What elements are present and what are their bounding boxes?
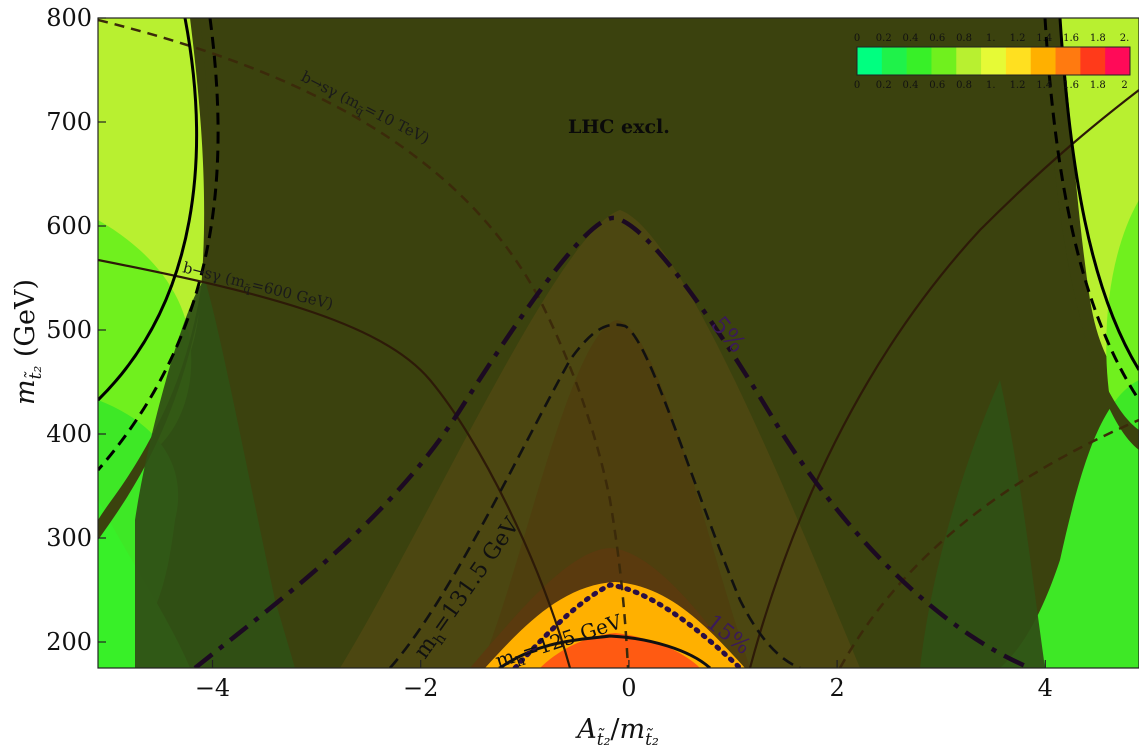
- y-tick-label: 700: [46, 108, 92, 136]
- colorbar-swatch: [1055, 47, 1081, 75]
- annotation-lhc-excl: LHC excl.: [568, 116, 670, 138]
- colorbar-tick-top: 1.6: [1063, 33, 1079, 44]
- x-tick-label: 0: [621, 674, 636, 702]
- y-axis: 200 300 400 500 600 700 800: [46, 4, 106, 656]
- plot-area: LHC excl. b→sγ (mq̃=10 TeV) b→sγ (mq̃=60…: [98, 18, 1139, 668]
- y-tick-label: 200: [46, 628, 92, 656]
- colorbar: 0 0.2 0.4 0.6 0.8 1. 1.2 1.4 1.6 1.8 2.0 0.2 0.4 0.6 0…: [854, 33, 1131, 91]
- y-tick-label: 600: [46, 212, 92, 240]
- colorbar-tick-top: 0.4: [903, 33, 919, 44]
- contour-mh-131-5: [389, 323, 801, 668]
- contour-mh-125: [499, 634, 712, 668]
- contour-bsg-10tev: [98, 18, 630, 668]
- x-tick-label: 4: [1038, 674, 1053, 702]
- y-tick-label: 500: [46, 316, 92, 344]
- colorbar-swatch: [906, 47, 932, 75]
- colorbar-tick-bottom: 0.8: [956, 80, 972, 91]
- central-inner-region: [480, 320, 750, 668]
- colorbar-tick-bottom: 1.2: [1010, 80, 1026, 91]
- contour-bsg-600gev: [98, 258, 572, 668]
- lhc-edge-left-dashed: [98, 18, 220, 471]
- colorbar-tick-bottom: 0.6: [929, 80, 945, 91]
- colorbar-tick-top: 1.4: [1036, 33, 1052, 44]
- colorbar-swatch: [881, 47, 908, 75]
- allowed-region-right-green2: [1000, 380, 1139, 668]
- colorbar-tick-top: 1.8: [1090, 33, 1106, 44]
- plot-frame: [97, 17, 1139, 669]
- colorbar-swatch: [1005, 47, 1032, 75]
- lhc-edge-right-dashed: [1043, 18, 1139, 401]
- colorbar-swatch: [1105, 47, 1131, 75]
- x-axis-title: At̃₂/mt̃₂: [574, 714, 659, 749]
- x-axis: −4 −2 0 2 4: [195, 660, 1053, 702]
- colorbar-tick-top: 1.2: [1010, 33, 1026, 44]
- x-tick-label: −4: [195, 674, 230, 702]
- colorbar-swatch: [956, 47, 982, 75]
- excluded-lobe-left: [135, 280, 295, 668]
- colorbar-tick-bottom: 1.6: [1063, 80, 1079, 91]
- colorbar-tick-top: 0: [854, 33, 860, 44]
- contour-5pct: [193, 215, 1031, 668]
- excluded-lobe-right: [920, 380, 1045, 668]
- y-axis-title: mt̃₂ (GeV): [10, 279, 46, 405]
- colorbar-swatch: [857, 47, 883, 75]
- colorbar-tick-top: 2.: [1120, 33, 1130, 44]
- colorbar-tick-bottom: 1.8: [1090, 80, 1106, 91]
- colorbar-swatch: [1080, 47, 1106, 75]
- colorbar-tick-bottom: 0.4: [903, 80, 919, 91]
- y-tick-label: 400: [46, 420, 92, 448]
- x-tick-label: −2: [403, 674, 438, 702]
- colorbar-tick-bottom: 1.: [986, 80, 996, 91]
- y-tick-label: 300: [46, 524, 92, 552]
- colorbar-tick-bottom: 0: [854, 80, 860, 91]
- colorbar-swatch: [1030, 47, 1057, 75]
- colorbar-swatch: [981, 47, 1007, 75]
- y-tick-label: 800: [46, 4, 92, 32]
- colorbar-tick-top: 0.2: [876, 33, 892, 44]
- lhc-edge-right-solid: [1058, 18, 1139, 371]
- colorbar-tick-top: 1.: [986, 33, 996, 44]
- colorbar-tick-bottom: 0.2: [876, 80, 892, 91]
- contour-bsg-600gev-right: [748, 89, 1139, 668]
- colorbar-swatch: [931, 47, 957, 75]
- colorbar-frame: [856, 46, 1131, 76]
- colorbar-tick-top: 0.8: [956, 33, 972, 44]
- colorbar-tick-top: 0.6: [929, 33, 945, 44]
- x-tick-label: 2: [829, 674, 844, 702]
- lhc-edge-left-solid: [98, 18, 199, 402]
- heat-region-red: [540, 633, 700, 668]
- colorbar-tick-bottom: 2: [1121, 80, 1127, 91]
- contour-15pct: [512, 582, 743, 668]
- colorbar-tick-bottom: 1.4: [1036, 80, 1052, 91]
